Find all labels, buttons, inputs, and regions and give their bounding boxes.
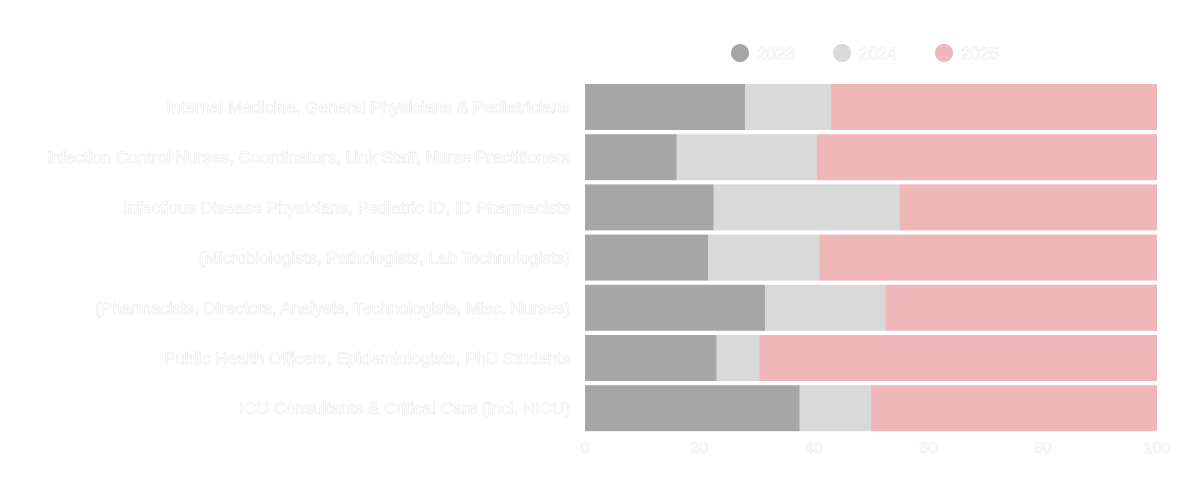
x-tick-label: 80 — [1034, 440, 1052, 457]
bar-segment — [745, 84, 831, 130]
legend-item[interactable]: 2025 — [935, 44, 999, 63]
bar-segment — [585, 385, 800, 432]
x-tick-label: 20 — [691, 440, 709, 457]
legend-item[interactable]: 2023 — [731, 44, 795, 63]
x-tick-label: 100 — [1144, 440, 1171, 457]
bar-segment — [585, 335, 717, 381]
bar-segment — [759, 335, 1157, 381]
category-label: Infection Control Nurses, Coordinators, … — [47, 148, 570, 167]
bar-segment — [899, 184, 1157, 231]
x-tick-label: 40 — [805, 440, 823, 457]
legend-swatch — [833, 44, 851, 62]
bar-segment — [585, 284, 766, 331]
y-axis-labels: Internal Medicine, General Physicians & … — [47, 98, 571, 419]
x-tick-label: 60 — [919, 440, 937, 457]
bar-segment — [765, 284, 886, 331]
legend-swatch — [731, 44, 749, 62]
bar-segment — [871, 385, 1157, 432]
bar-segment — [585, 84, 746, 130]
bar-segment — [713, 184, 900, 231]
category-label: Infectious Disease Physicians, Pediatric… — [123, 198, 570, 217]
legend-item[interactable]: 2024 — [833, 44, 897, 63]
category-label: ICU Consultants & Critical Care (incl. N… — [239, 399, 570, 418]
bar-segment — [819, 234, 1157, 281]
category-label: (Pharmacists, Directors, Analysts, Techn… — [95, 299, 570, 318]
legend-label: 2025 — [961, 44, 999, 63]
bar-segment — [585, 134, 677, 181]
bar-segment — [585, 234, 708, 281]
legend-label: 2023 — [757, 44, 795, 63]
legend: 2023 2024 2025 — [731, 44, 999, 63]
x-tick-label: 0 — [581, 440, 590, 457]
category-label: Public Health Officers, Epidemiologists,… — [164, 349, 570, 368]
bar-segment — [799, 385, 871, 432]
bar-segment — [676, 134, 817, 181]
bar-segment — [885, 284, 1157, 331]
x-axis: 0 20 40 60 80 100 — [580, 440, 1171, 458]
bar-segment — [830, 84, 1157, 130]
legend-swatch — [935, 44, 953, 62]
bar-segment — [707, 234, 820, 281]
bar-segment — [716, 335, 760, 381]
category-label: (Microbiologists, Pathologists, Lab Tech… — [199, 249, 570, 268]
category-label: Internal Medicine, General Physicians & … — [167, 98, 570, 117]
bar-segment — [816, 134, 1157, 181]
bar-segment — [585, 184, 714, 231]
legend-label: 2024 — [859, 44, 897, 63]
bars — [585, 84, 1157, 432]
